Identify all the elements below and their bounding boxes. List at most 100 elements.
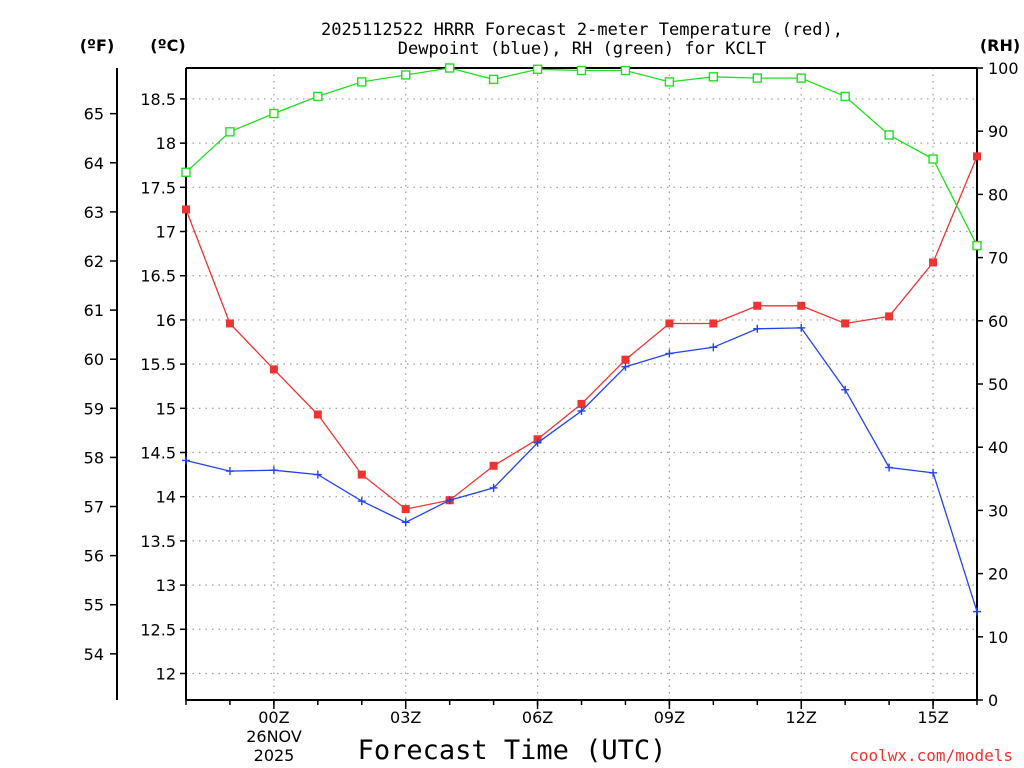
fahrenheit-tick-label: 56 — [84, 547, 104, 566]
celsius-tick-label: 16 — [156, 311, 176, 330]
rh-point — [357, 77, 367, 87]
rh-point — [444, 63, 455, 73]
rh-tick-label: 20 — [988, 565, 1008, 584]
dewpoint-point — [929, 468, 938, 477]
dewpoint-point — [182, 456, 190, 465]
dewpoint-point — [401, 518, 410, 527]
fahrenheit-tick-label: 63 — [84, 203, 104, 222]
x-tick-label: 12Z — [786, 708, 817, 727]
temperature-point — [929, 258, 938, 267]
dewpoint-point — [797, 323, 806, 332]
rh-point — [708, 72, 719, 82]
dewpoint-point — [445, 496, 454, 505]
chart-title-line1: 2025112522 HRRR Forecast 2-meter Tempera… — [321, 20, 843, 40]
rh-point — [928, 154, 938, 164]
temperature-point — [841, 319, 850, 328]
celsius-tick-label: 17 — [156, 223, 176, 242]
temperature-point — [269, 365, 278, 374]
fahrenheit-tick-label: 55 — [84, 596, 104, 615]
rh-tick-label: 50 — [988, 375, 1008, 394]
temperature-point — [621, 355, 630, 364]
fahrenheit-tick-label: 58 — [84, 448, 104, 467]
grid-lines — [186, 68, 977, 700]
labels-layer: 12 12.5 13 13.5 14 14.5 15 15.5 16 16.5 17 17.5 18 18… — [84, 59, 1019, 727]
chart-title-line2: Dewpoint (blue), RH (green) for KCLT — [398, 39, 766, 59]
x-tick-label: 09Z — [654, 708, 685, 727]
x-axis-title: Forecast Time (UTC) — [358, 735, 667, 766]
celsius-tick-label: 16.5 — [140, 267, 176, 286]
rh-point — [664, 77, 675, 87]
axes — [110, 67, 983, 709]
celsius-tick-label: 12 — [156, 664, 176, 683]
fahrenheit-tick-label: 57 — [84, 498, 104, 517]
dewpoint-point — [665, 349, 674, 358]
celsius-unit-label: (ºC) — [150, 36, 185, 55]
temperature-point — [182, 205, 190, 214]
temperature-point — [401, 505, 410, 514]
dewpoint-point — [357, 497, 366, 506]
rh-tick-label: 80 — [988, 185, 1008, 204]
rh-tick-label: 30 — [988, 501, 1008, 520]
dewpoint-point — [885, 463, 894, 472]
fahrenheit-tick-label: 62 — [84, 252, 104, 271]
dewpoint-point — [489, 483, 498, 492]
rh-point — [401, 70, 411, 80]
rh-line — [185, 67, 978, 246]
rh-point — [269, 108, 279, 119]
temperature-point — [313, 410, 322, 419]
dewpoint-point — [269, 466, 278, 475]
celsius-tick-label: 15 — [156, 399, 176, 418]
fahrenheit-unit-label: (ºF) — [80, 36, 115, 55]
dewpoint-point — [313, 470, 322, 479]
dewpoint-line — [185, 327, 978, 612]
celsius-tick-label: 14 — [156, 488, 176, 507]
rh-point — [972, 240, 982, 251]
dewpoint-point — [973, 607, 981, 616]
rh-tick-label: 90 — [988, 122, 1008, 141]
rh-unit-label: (RH) — [980, 36, 1020, 55]
temperature-point — [357, 470, 366, 479]
rh-point — [576, 65, 587, 76]
temperature-point — [577, 399, 586, 408]
temperature-point — [709, 319, 718, 328]
rh-point — [488, 74, 499, 85]
dewpoint-point — [841, 385, 850, 394]
x-tick-label: 06Z — [522, 708, 553, 727]
temperature-point — [797, 301, 806, 310]
credit-link[interactable]: coolwx.com/models — [849, 746, 1013, 765]
dewpoint-point — [225, 467, 234, 476]
date-day-label: 26NOV — [246, 727, 302, 746]
celsius-tick-label: 18.5 — [140, 90, 176, 109]
dewpoint-point — [621, 362, 630, 371]
rh-point — [796, 73, 806, 83]
celsius-tick-label: 18 — [156, 134, 176, 153]
rh-tick-label: 40 — [988, 438, 1008, 457]
celsius-tick-label: 14.5 — [140, 444, 176, 463]
temperature-point — [225, 319, 234, 328]
dewpoint-point — [753, 324, 762, 333]
rh-point — [840, 91, 850, 102]
celsius-tick-label: 13.5 — [140, 532, 176, 551]
x-tick-label: 00Z — [258, 708, 289, 727]
rh-point — [620, 65, 631, 76]
rh-point — [752, 73, 762, 83]
rh-point — [884, 130, 894, 140]
dewpoint-point — [533, 438, 542, 447]
celsius-tick-label: 15.5 — [140, 355, 176, 374]
rh-point — [225, 127, 235, 137]
x-tick-label: 03Z — [390, 708, 421, 727]
series-layer — [181, 63, 982, 616]
fahrenheit-tick-label: 65 — [84, 105, 104, 124]
fahrenheit-tick-label: 61 — [84, 301, 104, 320]
celsius-tick-label: 13 — [156, 576, 176, 595]
rh-tick-label: 100 — [988, 59, 1019, 78]
fahrenheit-tick-label: 59 — [84, 399, 104, 418]
rh-tick-label: 60 — [988, 312, 1008, 331]
temperature-point — [753, 301, 762, 310]
temperature-point — [489, 461, 498, 470]
date-year-label: 2025 — [254, 746, 295, 765]
fahrenheit-tick-label: 60 — [84, 350, 104, 369]
rh-tick-label: 10 — [988, 628, 1008, 647]
dewpoint-point — [709, 343, 718, 352]
